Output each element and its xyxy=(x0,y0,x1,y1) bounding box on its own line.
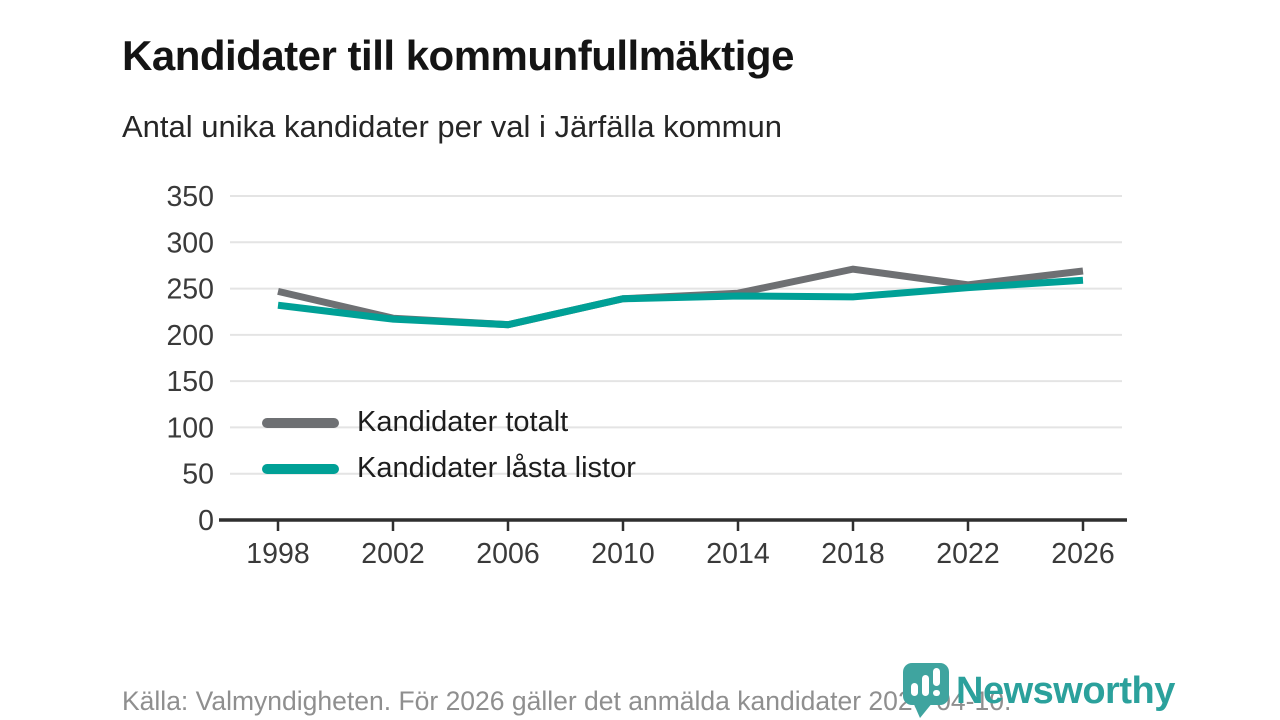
legend-swatch-totalt xyxy=(262,417,339,428)
legend-item-totalt: Kandidater totalt xyxy=(262,404,636,441)
svg-text:2022: 2022 xyxy=(936,538,999,570)
legend-label-totalt: Kandidater totalt xyxy=(357,406,569,438)
svg-text:2014: 2014 xyxy=(706,538,770,570)
svg-text:1998: 1998 xyxy=(246,538,309,570)
legend-item-lasta-listor: Kandidater låsta listor xyxy=(262,450,636,487)
page-title: Kandidater till kommunfullmäktige xyxy=(122,32,794,80)
newsworthy-logo-icon xyxy=(903,663,949,718)
newsworthy-logo-text: Newsworthy xyxy=(956,670,1175,712)
svg-text:150: 150 xyxy=(166,366,214,398)
svg-text:2006: 2006 xyxy=(476,538,539,570)
svg-text:350: 350 xyxy=(166,181,214,213)
legend-swatch-lasta-listor xyxy=(262,463,339,474)
svg-text:50: 50 xyxy=(182,459,214,491)
svg-text:2018: 2018 xyxy=(821,538,884,570)
chart-subtitle: Antal unika kandidater per val i Järfäll… xyxy=(122,109,782,144)
legend-label-lasta-listor: Kandidater låsta listor xyxy=(357,452,636,484)
svg-text:2002: 2002 xyxy=(361,538,424,570)
svg-text:200: 200 xyxy=(166,320,214,352)
svg-text:300: 300 xyxy=(166,227,214,259)
svg-text:250: 250 xyxy=(166,274,214,306)
source-note: Källa: Valmyndigheten. För 2026 gäller d… xyxy=(122,686,1012,716)
svg-text:0: 0 xyxy=(198,505,214,537)
newsworthy-logo: Newsworthy xyxy=(902,663,1175,719)
svg-text:100: 100 xyxy=(166,412,214,444)
svg-text:2010: 2010 xyxy=(591,538,654,570)
svg-text:2026: 2026 xyxy=(1051,538,1114,570)
legend: Kandidater totalt Kandidater låsta listo… xyxy=(262,404,636,487)
